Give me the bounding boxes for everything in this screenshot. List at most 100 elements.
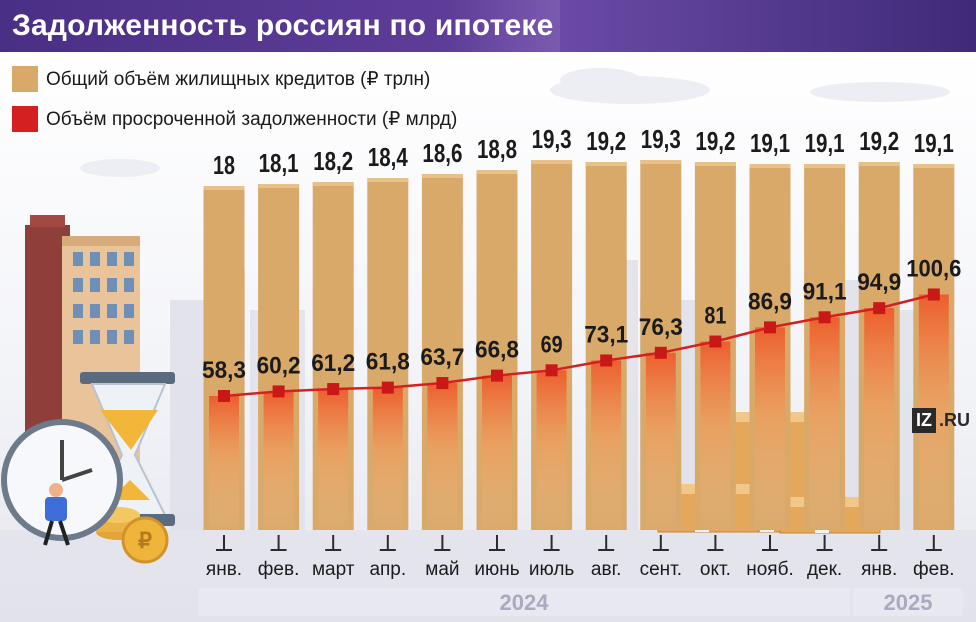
line-value-label-14: 100,6 <box>906 255 961 282</box>
x-tick-label-9: сент. <box>640 559 682 580</box>
bar-series <box>203 160 955 530</box>
bar-cap-9 <box>640 160 682 164</box>
chart-title: Задолженность россиян по ипотеке <box>0 0 560 52</box>
bar-cap-3 <box>312 182 354 186</box>
line-point-9 <box>654 346 667 359</box>
bar-cap-6 <box>476 170 518 174</box>
glow-8 <box>591 360 622 530</box>
year-label-2025: 2025 <box>884 590 933 615</box>
x-tick-label-2: фев. <box>258 559 300 580</box>
line-value-label-13: 94,9 <box>857 269 901 296</box>
bar-value-label-4: 18,4 <box>368 142 408 172</box>
legend-swatch-overdue-debt <box>12 106 38 132</box>
line-value-label-2: 60,2 <box>257 352 301 379</box>
glow-2 <box>263 391 294 530</box>
legend-swatch-total-loans <box>12 66 38 92</box>
x-tick-label-14: фев. <box>913 559 955 580</box>
iz-logo-suffix: .RU <box>939 409 970 430</box>
bar-cap-5 <box>421 174 463 178</box>
line-point-14 <box>927 288 940 301</box>
bar-value-label-7: 19,3 <box>532 124 572 154</box>
x-tick-label-1: янв. <box>206 559 242 580</box>
labels: 18 18,1 18,2 18,4 18,6 18,8 19,3 19,2 19,3 19,2 19… <box>202 124 961 384</box>
bar-cap-12 <box>804 164 846 168</box>
line-value-label-1: 58,3 <box>202 357 246 384</box>
overdue-line <box>223 293 935 398</box>
bar-cap-10 <box>694 162 736 166</box>
line-point-12 <box>818 311 831 324</box>
bar-value-label-14: 19,1 <box>914 128 954 158</box>
bar-value-label-11: 19,1 <box>750 128 790 158</box>
line-value-label-9: 76,3 <box>639 314 683 341</box>
bar-value-label-1: 18 <box>213 150 235 180</box>
legend-label-overdue-debt: Объём просроченной задолженности (₽ млрд… <box>46 108 458 130</box>
x-tick-label-11: нояб. <box>746 559 794 580</box>
x-tick-label-7: июль <box>529 559 575 580</box>
bar-value-label-6: 18,8 <box>477 134 517 164</box>
bar-cap-14 <box>913 164 955 168</box>
glow-11 <box>755 327 785 530</box>
glow-1 <box>209 396 239 530</box>
glow-3 <box>318 389 349 530</box>
glow-series <box>209 294 949 530</box>
line-value-label-7: 69 <box>541 331 563 358</box>
x-axis: янв. фев. март апр. май июнь июль авг. сент. окт.… <box>206 535 955 580</box>
legend-label-total-loans: Общий объём жилищных кредитов (₽ трлн) <box>46 68 431 90</box>
legend-item-overdue-debt: Объём просроченной задолженности (₽ млрд… <box>12 102 457 136</box>
line-point-10 <box>709 335 722 348</box>
line-point-5 <box>436 377 449 390</box>
glow-6 <box>482 375 512 530</box>
x-tick-label-13: янв. <box>861 559 897 580</box>
clock-illustration <box>1 419 123 546</box>
x-tick-label-8: авг. <box>591 559 622 580</box>
x-tick-label-3: март <box>312 559 355 580</box>
bar-cap-4 <box>367 178 409 182</box>
line-point-3 <box>327 383 340 396</box>
x-tick-label-12: дек. <box>807 559 842 580</box>
line-value-label-4: 61,8 <box>366 349 410 376</box>
bar-cap-13 <box>858 162 900 166</box>
x-tick-label-5: май <box>425 559 459 580</box>
line-point-1 <box>218 390 230 402</box>
legend-item-total-loans: Общий объём жилищных кредитов (₽ трлн) <box>12 62 430 96</box>
glow-12 <box>809 317 840 530</box>
glow-4 <box>372 387 403 530</box>
line-value-label-12: 91,1 <box>803 278 847 305</box>
line-value-label-10: 81 <box>704 303 726 330</box>
glow-9 <box>645 352 676 530</box>
bar-value-label-13: 19,2 <box>859 126 899 156</box>
bar-cap-2 <box>258 184 300 188</box>
line-value-label-3: 61,2 <box>311 350 355 377</box>
glow-5 <box>427 383 458 530</box>
x-tick-label-10: окт. <box>700 559 731 580</box>
iz-logo: IZ .RU <box>912 405 970 435</box>
line-point-2 <box>272 385 285 398</box>
line-value-label-5: 63,7 <box>420 344 464 371</box>
line-value-label-8: 73,1 <box>584 321 628 348</box>
bar-value-label-8: 19,2 <box>586 126 626 156</box>
line-point-8 <box>600 354 613 367</box>
x-tick-label-4: апр. <box>369 559 406 580</box>
bar-cap-11 <box>749 164 791 168</box>
line-value-label-11: 86,9 <box>748 288 792 315</box>
line-point-4 <box>381 381 394 394</box>
line-point-11 <box>764 321 776 334</box>
svg-text:₽: ₽ <box>138 528 152 553</box>
glow-7 <box>536 370 567 530</box>
bar-value-label-12: 19,1 <box>805 128 845 158</box>
year-band-2024 <box>198 588 850 616</box>
line-value-label-6: 66,8 <box>475 337 519 364</box>
bar-cap-7 <box>531 160 573 164</box>
bar-value-label-3: 18,2 <box>313 146 353 176</box>
title-accent-band <box>560 0 976 52</box>
line-series <box>218 288 940 402</box>
line-point-13 <box>873 302 886 315</box>
bar-value-label-9: 19,3 <box>641 124 681 154</box>
bar-value-label-10: 19,2 <box>695 126 735 156</box>
line-point-7 <box>545 364 558 377</box>
line-point-6 <box>491 369 503 382</box>
bar-cap-1 <box>203 186 245 190</box>
year-bands: 2024 2025 <box>198 588 963 616</box>
